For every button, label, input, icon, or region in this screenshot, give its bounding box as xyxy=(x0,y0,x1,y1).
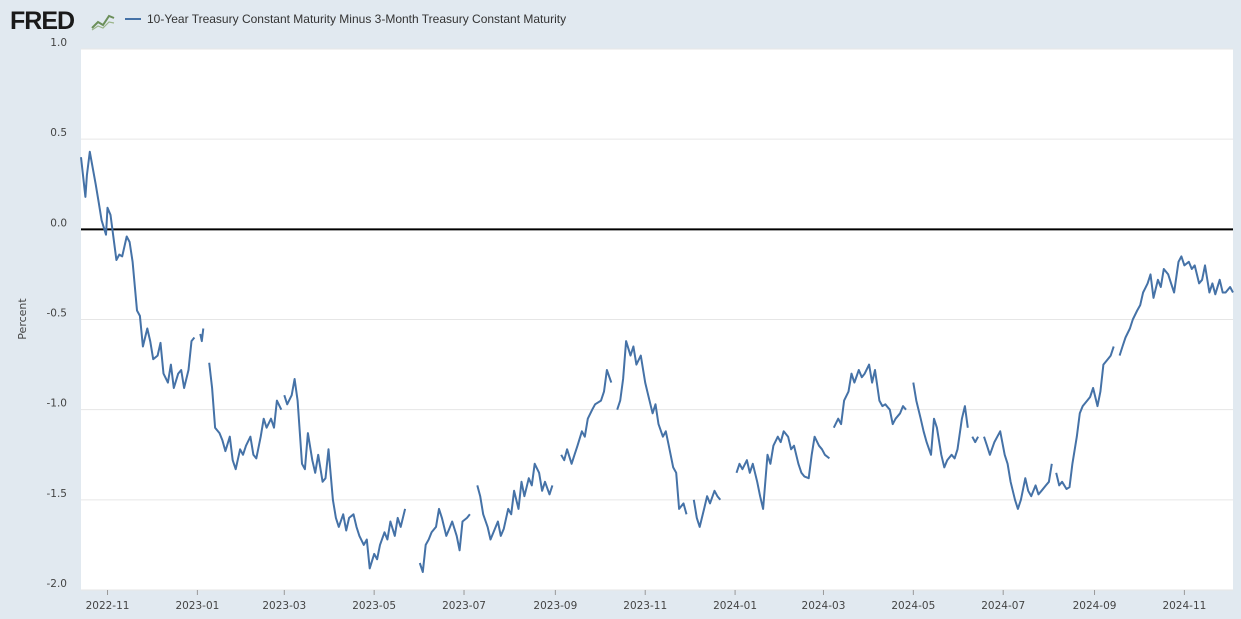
x-tick-label: 2023-09 xyxy=(533,600,577,612)
y-tick-label: -1.5 xyxy=(47,488,68,500)
x-tick-label: 2024-01 xyxy=(713,600,757,612)
x-tick-label: 2023-03 xyxy=(262,600,306,612)
x-tick-label: 2023-05 xyxy=(352,600,396,612)
x-axis-ticks: 2022-11 2023-01 2023-03 2023-05 2023-07 2023-… xyxy=(86,590,1206,612)
legend-series-label: 10-Year Treasury Constant Maturity Minus… xyxy=(147,12,567,26)
y-tick-label: 1.0 xyxy=(50,37,67,49)
chart-legend[interactable]: 10-Year Treasury Constant Maturity Minus… xyxy=(125,12,566,26)
y-tick-label: 0.0 xyxy=(50,217,67,229)
x-tick-label: 2024-11 xyxy=(1162,600,1206,612)
x-tick-label: 2023-07 xyxy=(442,600,486,612)
y-tick-label: -2.0 xyxy=(47,578,68,590)
fred-chart-icon xyxy=(91,14,115,31)
x-tick-label: 2024-03 xyxy=(802,600,846,612)
x-tick-label: 2024-07 xyxy=(981,600,1025,612)
chart-header: FRED 10-Year Treasury Constant Maturity … xyxy=(0,0,1241,42)
y-axis-title: Percent xyxy=(16,298,29,340)
y-axis-ticks: 1.0 0.5 0.0 -0.5 -1.0 -1.5 -2.0 xyxy=(47,37,68,590)
x-tick-label: 2023-01 xyxy=(175,600,219,612)
y-tick-label: 0.5 xyxy=(50,127,67,139)
x-tick-label: 2024-05 xyxy=(891,600,935,612)
y-tick-label: -0.5 xyxy=(47,308,68,320)
x-tick-label: 2022-11 xyxy=(86,600,130,612)
series-line[interactable] xyxy=(80,150,1234,573)
x-tick-label: 2023-11 xyxy=(623,600,667,612)
fred-logo[interactable]: FRED xyxy=(10,7,75,35)
legend-line-swatch xyxy=(125,18,141,20)
y-tick-label: -1.0 xyxy=(47,398,68,410)
series-layer xyxy=(80,150,1234,573)
x-tick-label: 2024-09 xyxy=(1073,600,1117,612)
